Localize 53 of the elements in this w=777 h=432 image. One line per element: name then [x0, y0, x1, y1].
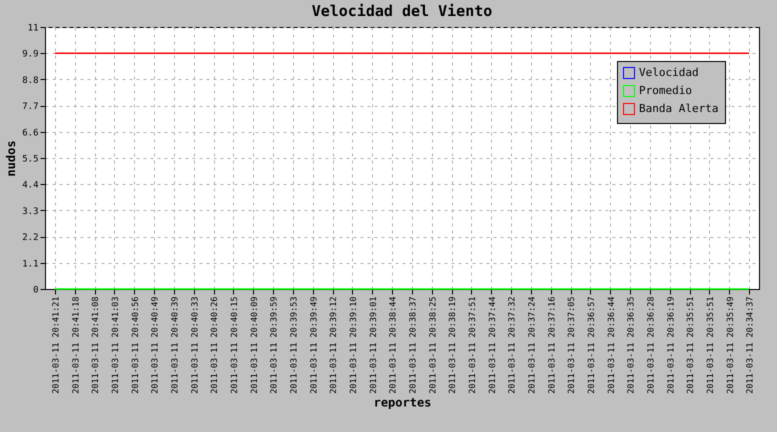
- y-tick-label: 3.3: [22, 206, 38, 217]
- chart-title: Velocidad del Viento: [312, 2, 492, 20]
- x-tick-label: 2011-03-11 20:37:44: [488, 296, 498, 394]
- x-tick-label: 2011-03-11 20:39:49: [309, 296, 320, 394]
- x-tick-label: 2011-03-11 20:35:51: [706, 296, 716, 394]
- x-tick-label: 2011-03-11 20:38:44: [388, 296, 399, 394]
- x-tick-label: 2011-03-11 20:41:08: [91, 296, 102, 394]
- legend-label: Velocidad: [639, 66, 699, 79]
- x-tick-label: 2011-03-11 20:36:57: [586, 296, 597, 394]
- legend-label: Banda Alerta: [639, 102, 718, 115]
- y-tick-label: 5.5: [22, 154, 38, 164]
- x-tick-label: 2011-03-11 20:36:28: [646, 296, 656, 394]
- x-tick-label: 2011-03-11 20:37:51: [468, 296, 478, 394]
- x-axis-title: reportes: [374, 396, 432, 410]
- x-tick-label: 2011-03-11 20:40:39: [170, 296, 180, 394]
- y-tick-label: 6.6: [22, 128, 38, 138]
- legend-label: Promedio: [639, 84, 692, 97]
- x-tick-label: 2011-03-11 20:39:12: [329, 296, 340, 394]
- x-tick-label: 2011-03-11 20:36:44: [606, 296, 617, 394]
- x-tick-label: 2011-03-11 20:38:25: [428, 296, 438, 394]
- x-tick-label: 2011-03-11 20:36:19: [666, 296, 676, 394]
- x-tick-label: 2011-03-11 20:36:35: [626, 296, 637, 394]
- x-tick-label: 2011-03-11 20:41:18: [71, 296, 82, 394]
- x-tick-label: 2011-03-11 20:41:03: [110, 296, 121, 394]
- x-tick-label: 2011-03-11 20:37:24: [527, 296, 538, 394]
- y-tick-label: 9.9: [22, 50, 38, 60]
- x-tick-label: 2011-03-11 20:40:49: [150, 296, 161, 394]
- x-tick-label: 2011-03-11 20:41:21: [51, 296, 62, 394]
- x-tick-label: 2011-03-11 20:39:10: [348, 296, 359, 394]
- y-tick-label: 1.1: [22, 259, 38, 270]
- x-tick-label: 2011-03-11 20:37:05: [567, 296, 578, 394]
- x-tick-label: 2011-03-11 20:39:59: [270, 296, 280, 394]
- y-axis-title: nudos: [4, 140, 18, 177]
- x-tick-label: 2011-03-11 20:39:53: [289, 296, 300, 394]
- x-tick-label: 2011-03-11 20:40:09: [250, 296, 260, 394]
- x-tick-label: 2011-03-11 20:38:19: [448, 296, 458, 394]
- x-tick-label: 2011-03-11 20:35:49: [726, 296, 736, 394]
- y-tick-label: 2.2: [22, 233, 38, 244]
- y-tick-label: 7.7: [22, 102, 38, 112]
- y-tick-label: 4.4: [22, 180, 38, 191]
- x-tick-label: 2011-03-11 20:38:37: [408, 296, 418, 394]
- x-tick-label: 2011-03-11 20:40:26: [210, 296, 220, 394]
- x-tick-label: 2011-03-11 20:37:16: [547, 296, 558, 394]
- x-tick-label: 2011-03-11 20:37:32: [508, 296, 518, 394]
- x-tick-label: 2011-03-11 20:35:51: [686, 296, 696, 394]
- x-tick-label: 2011-03-11 20:34:37: [746, 296, 756, 394]
- x-tick-label: 2011-03-11 20:40:56: [130, 296, 141, 394]
- x-tick-label: 2011-03-11 20:39:01: [368, 296, 379, 394]
- x-tick-label: 2011-03-11 20:40:33: [190, 296, 200, 394]
- y-tick-label: 0: [33, 286, 38, 296]
- x-tick-label: 2011-03-11 20:40:15: [230, 296, 240, 394]
- y-tick-label: 8.8: [22, 76, 38, 86]
- y-tick-label: 11: [28, 24, 38, 34]
